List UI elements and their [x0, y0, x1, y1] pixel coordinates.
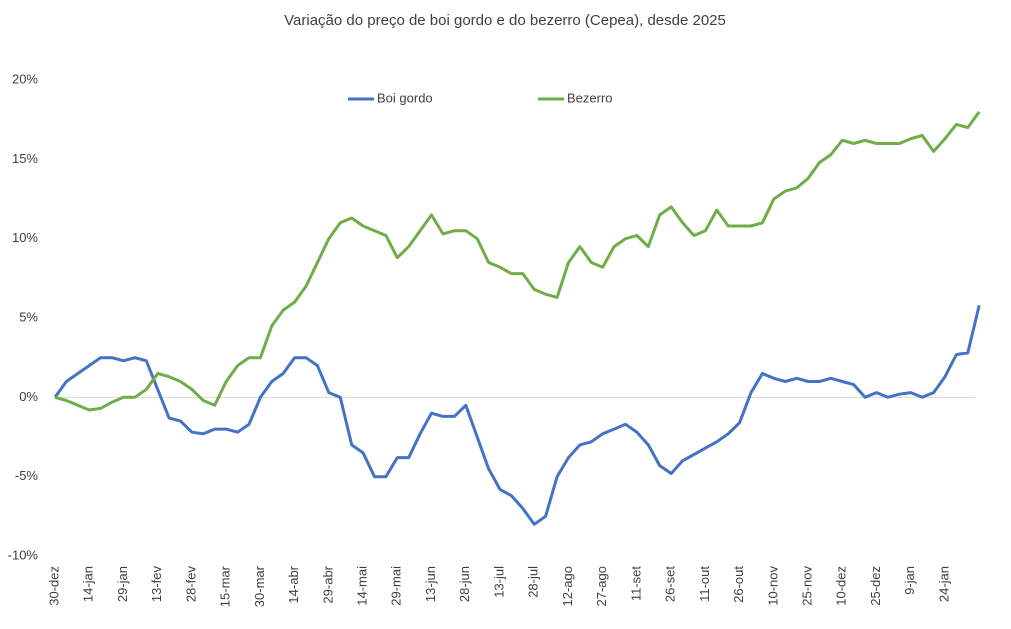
- chart-title: Variação do preço de boi gordo e do beze…: [284, 12, 726, 29]
- legend-label: Boi gordo: [377, 90, 433, 105]
- x-tick-label: 13-fev: [149, 566, 164, 603]
- y-tick-label: 15%: [12, 151, 38, 166]
- x-tick-label: 12-ago: [560, 566, 575, 606]
- y-tick-label: -5%: [15, 468, 39, 483]
- y-tick-label: -10%: [8, 547, 39, 562]
- x-tick-label: 10-dez: [834, 566, 849, 606]
- x-tick-label: 14-mai: [355, 566, 370, 606]
- data-line: [53, 304, 981, 526]
- x-tick-label: 9-jan: [902, 566, 917, 595]
- x-tick-label: 26-set: [663, 566, 678, 603]
- y-tick-label: 10%: [12, 230, 38, 245]
- x-tick-label: 30-dez: [46, 566, 61, 606]
- x-tick-label: 13-jul: [491, 566, 506, 598]
- x-tick-label: 11-set: [628, 566, 643, 602]
- x-tick-label: 24-jan: [936, 566, 951, 602]
- y-tick-label: 5%: [19, 309, 38, 324]
- x-tick-label: 13-jun: [423, 566, 438, 602]
- x-tick-label: 29-abr: [320, 565, 335, 603]
- x-tick-label: 26-out: [731, 566, 746, 603]
- x-tick-label: 27-ago: [594, 566, 609, 606]
- x-tick-label: 25-dez: [868, 566, 883, 606]
- y-tick-label: 0%: [19, 389, 38, 404]
- x-tick-label: 28-fev: [183, 566, 198, 603]
- x-tick-label: 14-abr: [286, 565, 301, 603]
- x-tick-label: 29-mai: [389, 566, 404, 606]
- x-tick-label: 15-mar: [218, 565, 233, 607]
- x-tick-label: 29-jan: [115, 566, 130, 602]
- x-tick-label: 28-jul: [526, 566, 541, 598]
- x-tick-label: 25-nov: [800, 566, 815, 606]
- x-tick-label: 28-jun: [457, 566, 472, 602]
- x-tick-label: 11-out: [697, 566, 712, 602]
- x-tick-label: 30-mar: [252, 565, 267, 607]
- data-line: [54, 110, 981, 412]
- y-tick-label: 20%: [12, 71, 38, 86]
- x-tick-label: 10-nov: [765, 566, 780, 606]
- legend-label: Bezerro: [567, 90, 613, 105]
- x-tick-label: 14-jan: [81, 566, 96, 602]
